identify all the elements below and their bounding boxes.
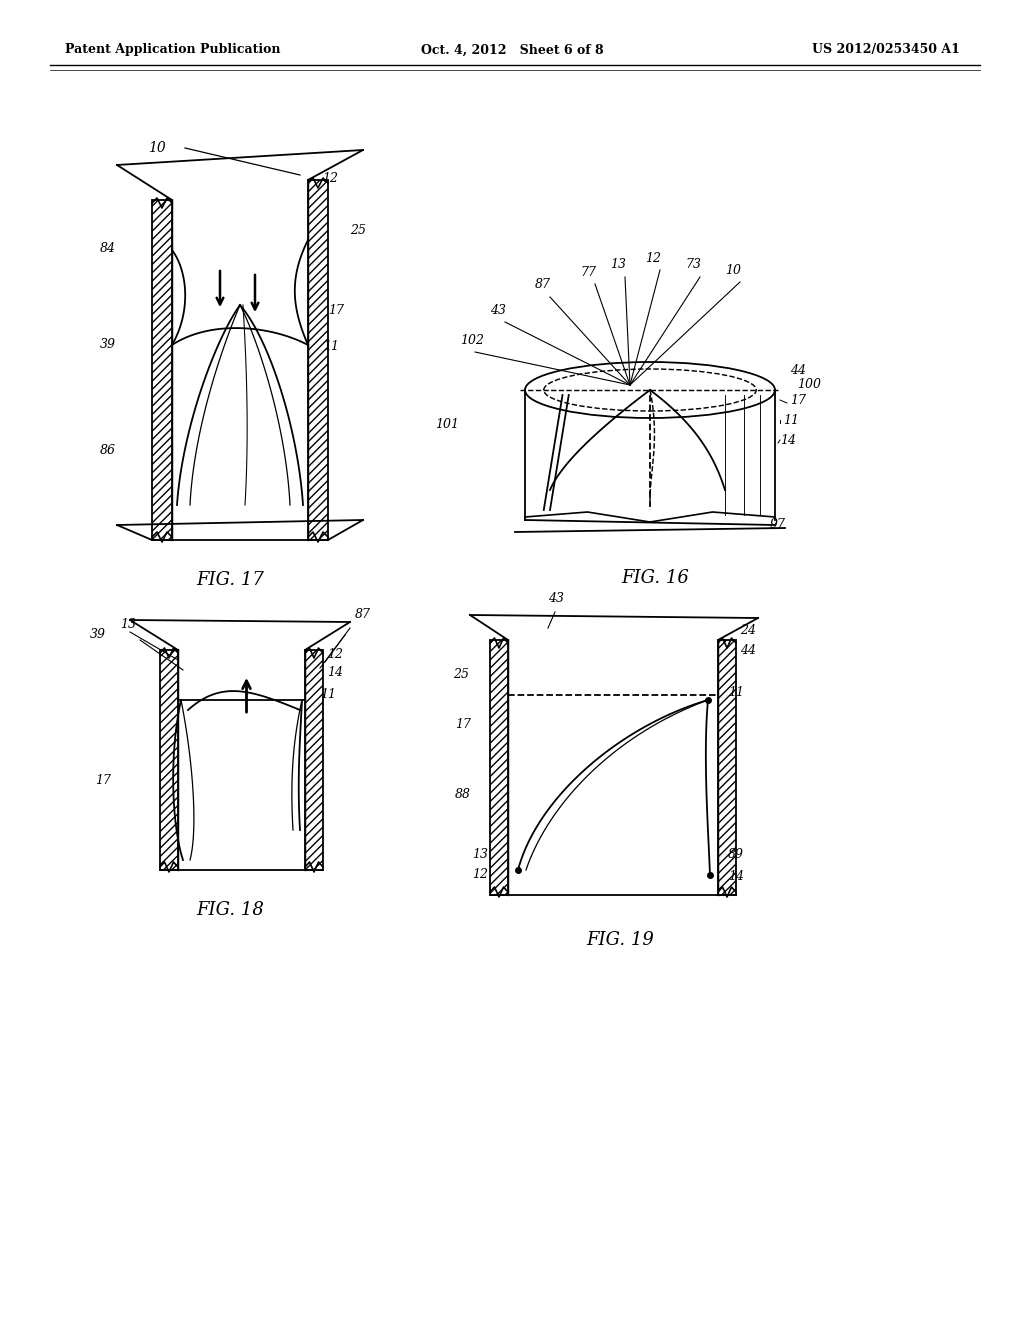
- Text: 14: 14: [728, 870, 744, 883]
- Text: 89: 89: [728, 849, 744, 862]
- Text: 12: 12: [472, 869, 488, 882]
- Text: 24: 24: [740, 623, 756, 636]
- Text: 13: 13: [610, 259, 626, 272]
- Text: 25: 25: [350, 223, 366, 236]
- Text: 17: 17: [790, 393, 806, 407]
- Text: 14: 14: [780, 433, 796, 446]
- Text: 44: 44: [740, 644, 756, 656]
- Text: 87: 87: [535, 279, 551, 292]
- Text: 10: 10: [148, 141, 166, 154]
- Text: 102: 102: [460, 334, 484, 346]
- Text: 11: 11: [319, 689, 336, 701]
- Text: 73: 73: [685, 259, 701, 272]
- Text: 25: 25: [453, 668, 469, 681]
- Bar: [308, 180, 328, 540]
- Text: 43: 43: [548, 591, 564, 605]
- Text: 13: 13: [120, 619, 136, 631]
- Text: 14: 14: [327, 665, 343, 678]
- Bar: [160, 649, 178, 870]
- Text: 39: 39: [90, 628, 106, 642]
- Text: 13: 13: [472, 849, 488, 862]
- Text: 101: 101: [435, 418, 459, 432]
- Text: 11: 11: [783, 413, 799, 426]
- Text: FIG. 17: FIG. 17: [196, 572, 264, 589]
- Text: 86: 86: [100, 444, 116, 457]
- Bar: [490, 640, 508, 895]
- Text: 17: 17: [95, 774, 111, 787]
- Text: US 2012/0253450 A1: US 2012/0253450 A1: [812, 44, 961, 57]
- Text: 12: 12: [327, 648, 343, 661]
- Bar: [152, 201, 172, 540]
- Text: 43: 43: [490, 304, 506, 317]
- Text: 10: 10: [725, 264, 741, 276]
- Text: 97: 97: [770, 519, 786, 532]
- Text: Oct. 4, 2012   Sheet 6 of 8: Oct. 4, 2012 Sheet 6 of 8: [421, 44, 603, 57]
- Text: 44: 44: [790, 363, 806, 376]
- Text: 39: 39: [100, 338, 116, 351]
- Text: 17: 17: [328, 304, 344, 317]
- Bar: [305, 649, 323, 870]
- Text: FIG. 18: FIG. 18: [196, 902, 264, 919]
- Text: 11: 11: [323, 341, 339, 354]
- Text: 88: 88: [455, 788, 471, 801]
- Text: 100: 100: [797, 379, 821, 392]
- Text: 12: 12: [645, 252, 662, 264]
- Text: 17: 17: [455, 718, 471, 731]
- Text: 84: 84: [100, 242, 116, 255]
- Text: FIG. 19: FIG. 19: [586, 931, 654, 949]
- Text: 11: 11: [728, 685, 744, 698]
- Text: Patent Application Publication: Patent Application Publication: [65, 44, 281, 57]
- Text: 12: 12: [322, 172, 338, 185]
- Text: 87: 87: [355, 609, 371, 622]
- Text: 77: 77: [580, 265, 596, 279]
- Bar: [718, 640, 736, 895]
- Text: FIG. 16: FIG. 16: [622, 569, 689, 587]
